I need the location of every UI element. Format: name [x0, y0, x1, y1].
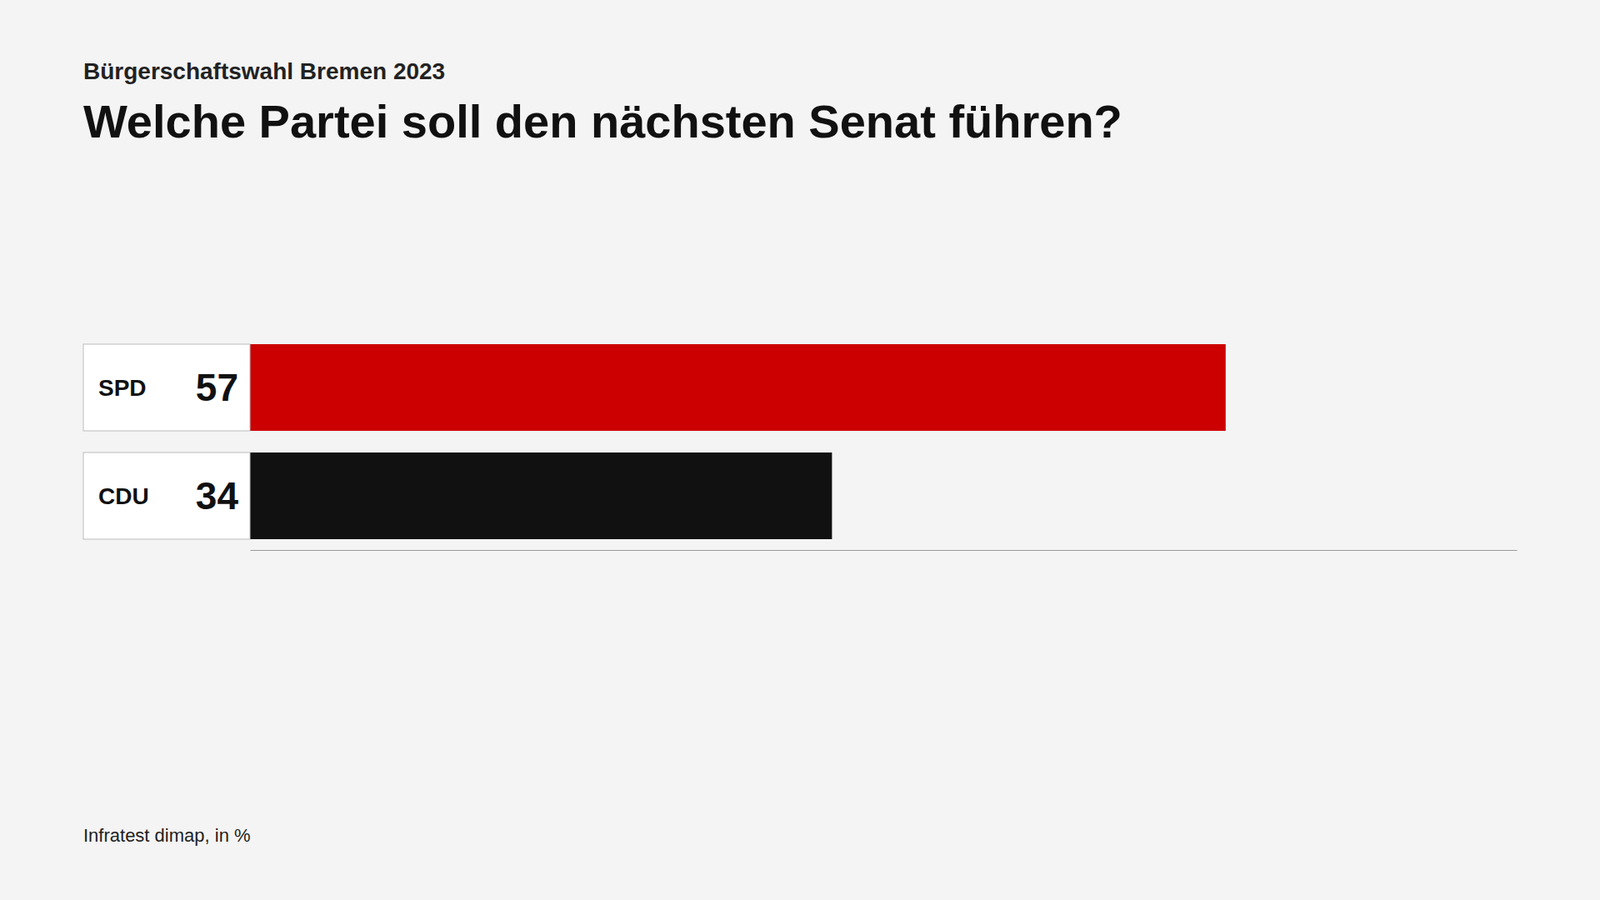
label-box: SPD 57 — [83, 344, 250, 431]
category-label: CDU — [98, 483, 150, 510]
bars — [250, 344, 1226, 540]
x-axis — [250, 550, 1518, 551]
bar — [250, 344, 1226, 431]
title: Welche Partei soll den nächsten Senat fü… — [83, 95, 1123, 148]
bar — [250, 452, 832, 540]
chart: Bürgerschaftswahl Bremen 2023 Welche Part… — [0, 0, 1600, 900]
data-label: 34 — [195, 474, 240, 518]
subtitle: Bürgerschaftswahl Bremen 2023 — [83, 58, 445, 85]
axis-line — [250, 550, 1518, 551]
label-background — [83, 452, 250, 540]
data-label: 57 — [195, 365, 239, 410]
source: Infratest dimap, in % — [83, 825, 251, 846]
category-label: SPD — [98, 375, 147, 401]
label-background — [83, 344, 250, 431]
label-box: CDU 34 — [83, 452, 250, 540]
labels: SPD 57 CDU 34 — [83, 344, 250, 540]
